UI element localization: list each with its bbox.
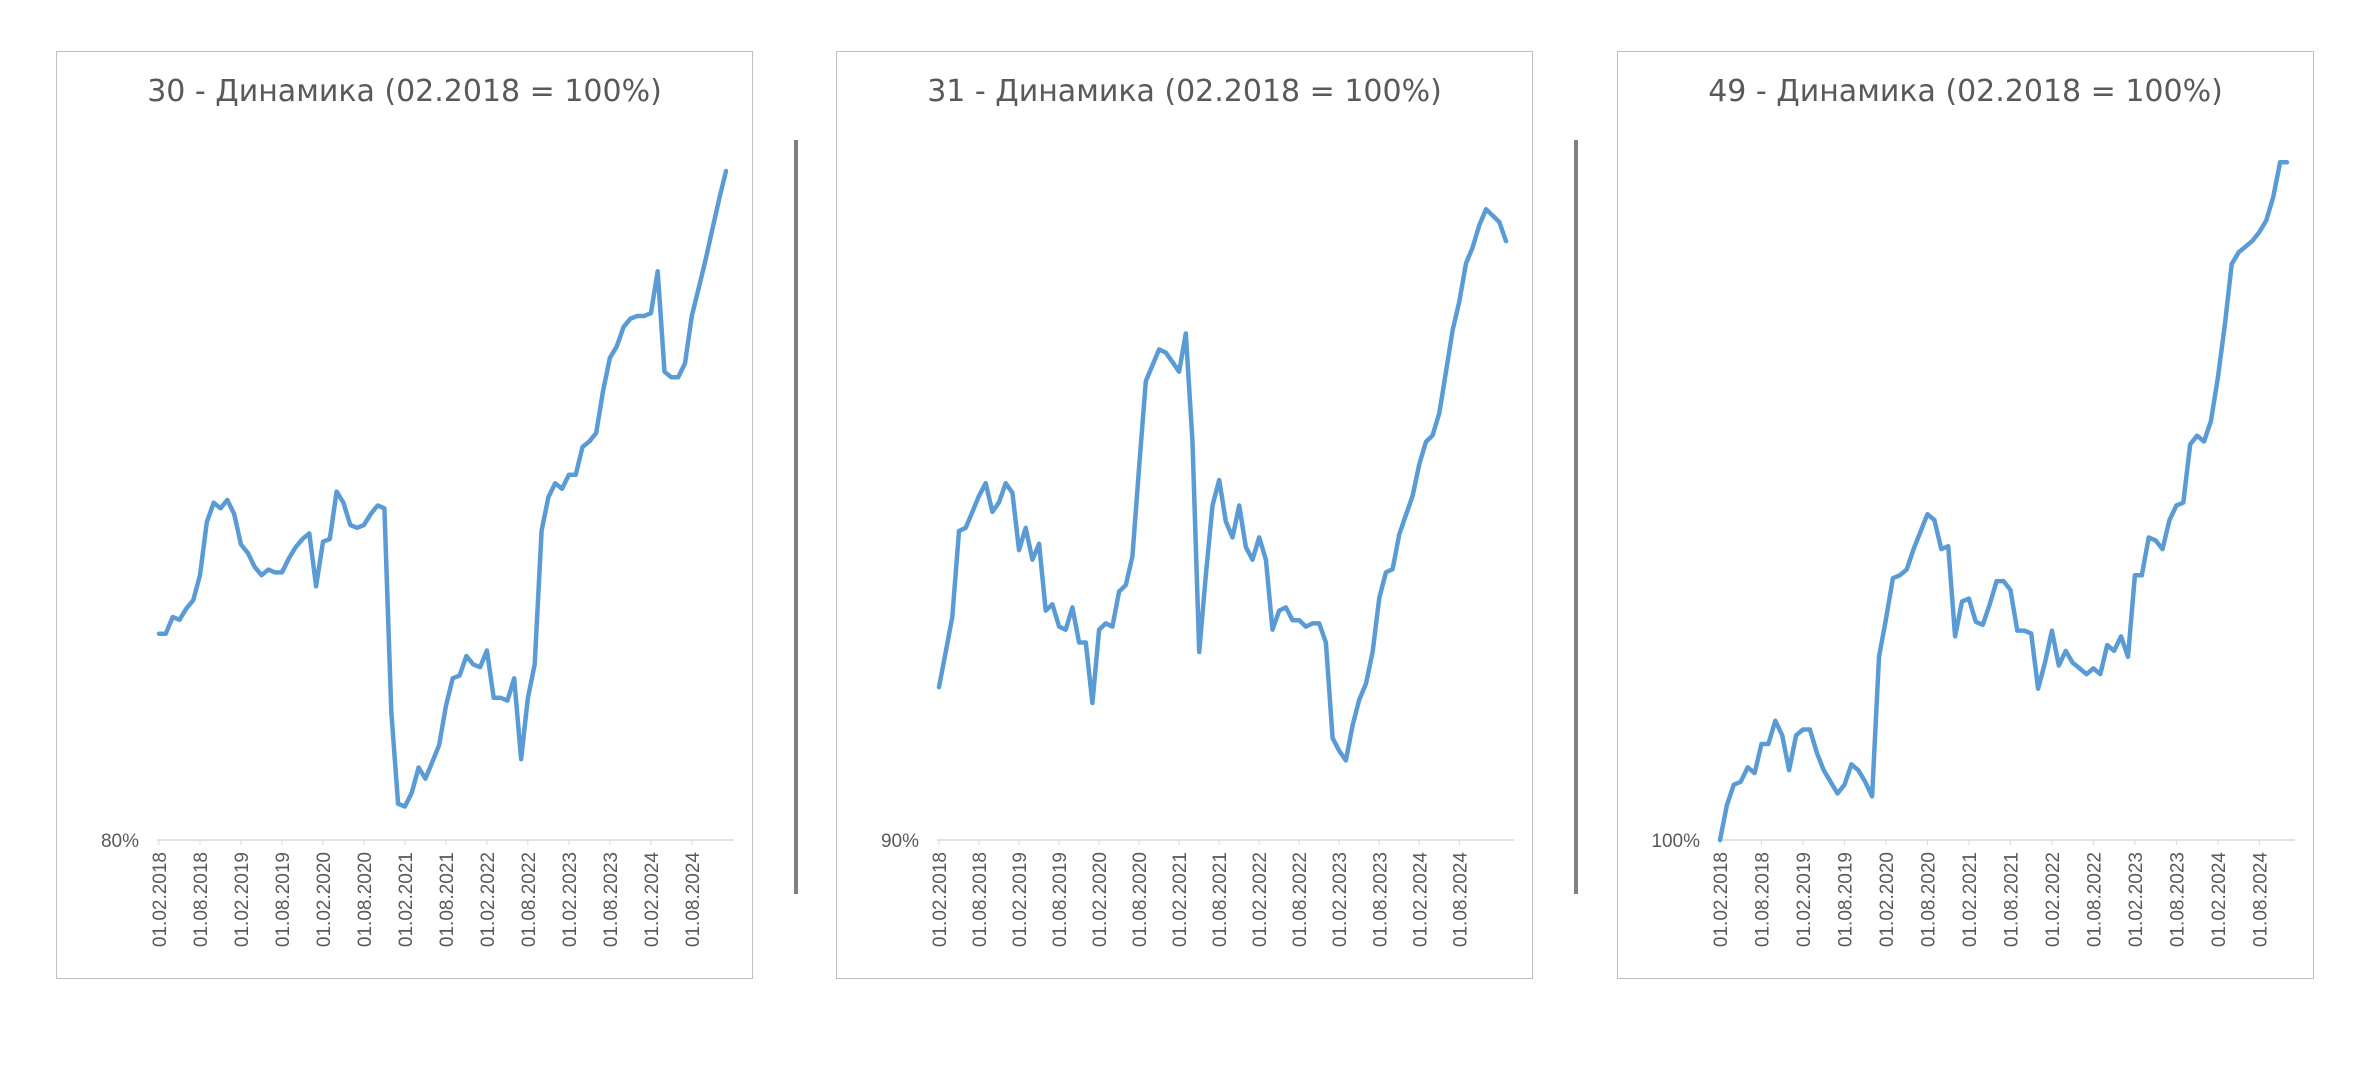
x-tick-label: 01.02.2021 (1960, 852, 1981, 947)
x-tick-label: 01.08.2021 (2001, 852, 2022, 947)
x-tick-label: 01.02.2019 (1794, 852, 1815, 947)
chart-panel-49: 49 - Динамика (02.2018 = 100%) 100% 01.02… (1617, 51, 2314, 979)
chart-panel-30: 30 - Динамика (02.2018 = 100%) 80% 01.02.… (56, 51, 753, 979)
x-tick-label: 01.02.2018 (930, 852, 951, 947)
x-tick-label: 01.08.2018 (191, 852, 212, 947)
y-tick-label: 100% (1651, 831, 1700, 852)
chart-title: 31 - Динамика (02.2018 = 100%) (927, 74, 1442, 109)
x-tick-label: 01.02.2024 (1410, 852, 1431, 948)
x-tick-label: 01.02.2022 (478, 852, 499, 947)
chart-title: 49 - Динамика (02.2018 = 100%) (1708, 74, 2223, 109)
x-tick-label: 01.08.2020 (1918, 852, 1939, 947)
x-tick-label: 01.02.2021 (1170, 852, 1191, 947)
line-chart-49: 100% 01.02.2018 01.08.2018 01.02.2019 01.08.… (1651, 160, 2295, 948)
x-tick-label: 01.02.2019 (1010, 852, 1031, 947)
x-tick-label: 01.02.2020 (314, 852, 335, 947)
x-tick-label: 01.08.2019 (1050, 852, 1071, 947)
x-tick-label: 01.02.2018 (150, 852, 171, 947)
divider-line (794, 140, 798, 894)
x-tick-label: 01.08.2022 (519, 852, 540, 947)
x-tick-label: 01.08.2022 (1290, 852, 1311, 947)
x-tick-label: 01.08.2023 (1370, 852, 1391, 947)
y-tick-label: 80% (101, 831, 139, 852)
x-tick-label: 01.02.2019 (232, 852, 253, 947)
x-tick-label: 01.02.2023 (2126, 852, 2147, 947)
x-tick-label: 01.02.2021 (396, 852, 417, 947)
series-line (156, 168, 729, 809)
x-tick-label: 01.08.2020 (1130, 852, 1151, 947)
x-tick-label: 01.02.2020 (1877, 852, 1898, 947)
y-tick-label: 90% (881, 831, 919, 852)
chart-title: 30 - Динамика (02.2018 = 100%) (147, 74, 662, 109)
chart-panel-31: 31 - Динамика (02.2018 = 100%) 90% 01.02.… (836, 51, 1533, 979)
x-tick-label: 01.08.2024 (2250, 852, 2271, 948)
x-tick-label: 01.08.2023 (2167, 852, 2188, 947)
x-tick-label: 01.02.2022 (2043, 852, 2064, 947)
x-tick-label: 01.08.2019 (273, 852, 294, 947)
x-tick-label: 01.02.2022 (1250, 852, 1271, 947)
x-tick-label: 01.02.2024 (2209, 852, 2230, 948)
x-tick-label: 01.02.2020 (1090, 852, 1111, 947)
x-tick-label: 01.08.2024 (1450, 852, 1471, 948)
x-tick-label: 01.08.2021 (1210, 852, 1231, 947)
line-chart-31: 90% 01.02.2018 01.08.2018 01.02.2019 01.08.2… (881, 206, 1514, 948)
x-tick-label: 01.08.2018 (1752, 852, 1773, 947)
line-chart-30: 80% 01.02.2018 01.08.2018 01.02.2019 01.08.2… (101, 168, 734, 948)
x-tick-label: 01.02.2023 (1330, 852, 1351, 947)
divider-line (1574, 140, 1578, 894)
x-tick-label: 01.02.2018 (1711, 852, 1732, 947)
x-tick-label: 01.08.2024 (683, 852, 704, 948)
x-tick-label: 01.02.2024 (642, 852, 663, 948)
series-line (936, 206, 1509, 763)
series-line (1717, 160, 2290, 843)
x-tick-label: 01.02.2023 (560, 852, 581, 947)
x-tick-label: 01.08.2021 (437, 852, 458, 947)
x-tick-label: 01.08.2022 (2084, 852, 2105, 947)
x-tick-label: 01.08.2020 (355, 852, 376, 947)
x-tick-label: 01.08.2018 (970, 852, 991, 947)
x-tick-label: 01.08.2019 (1835, 852, 1856, 947)
x-tick-label: 01.08.2023 (601, 852, 622, 947)
